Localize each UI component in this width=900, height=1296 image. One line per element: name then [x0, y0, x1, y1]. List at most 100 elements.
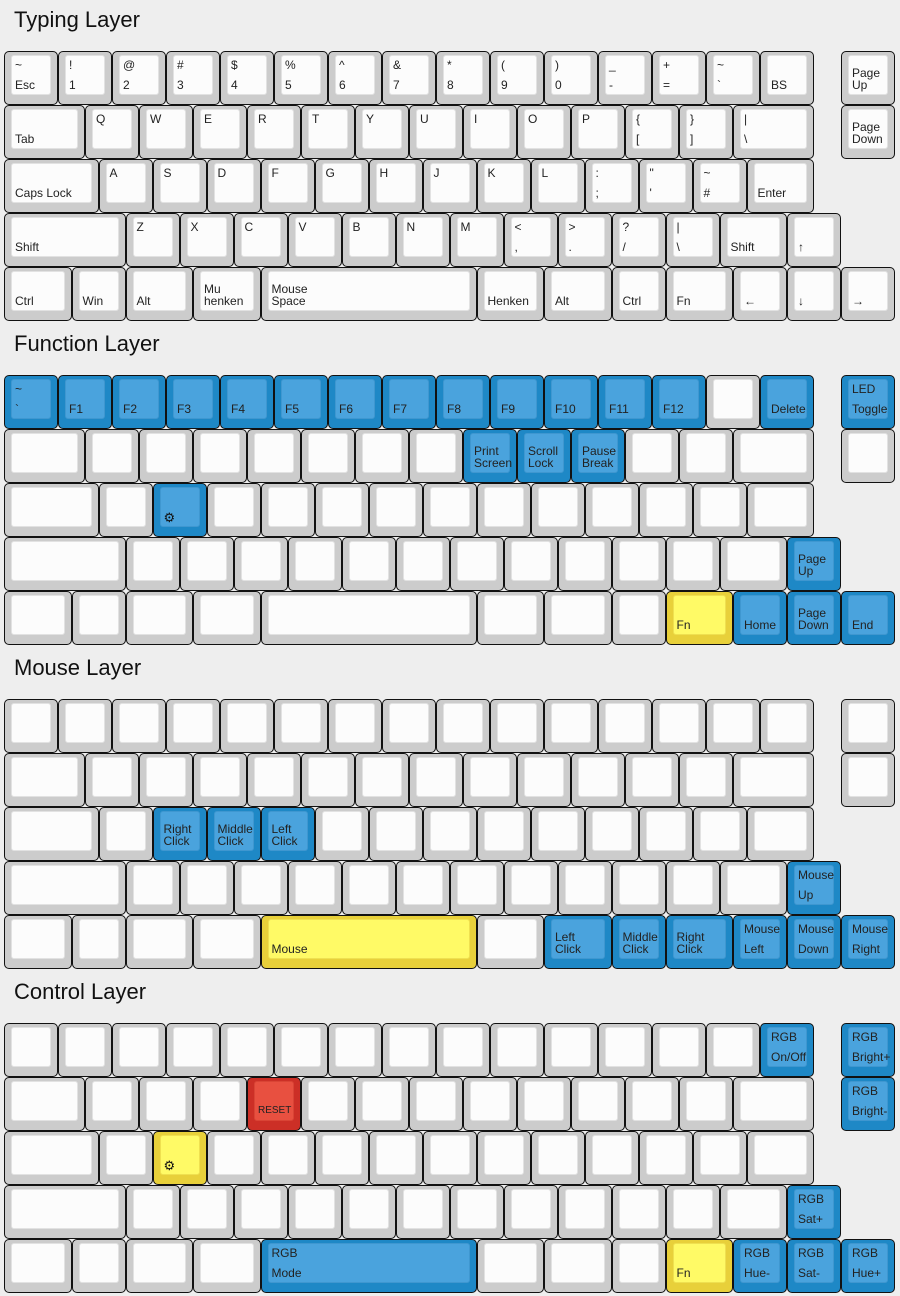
- keycap-top: [11, 433, 78, 473]
- key-legend: Mouse Space: [271, 282, 308, 308]
- key-legend: 7: [393, 78, 400, 92]
- keycap-top: I: [470, 109, 510, 149]
- keycap-top: ⚙: [159, 487, 200, 527]
- keycap-top: O: [524, 109, 564, 149]
- key: Caps Lock: [4, 159, 99, 213]
- gear-icon: ⚙: [163, 510, 176, 525]
- key: Mouse Right: [841, 915, 895, 969]
- key: [220, 699, 274, 753]
- keycap-top: [267, 1135, 308, 1175]
- keycap-top: RGB Sat-: [794, 1243, 834, 1283]
- keycap-top: ~ #: [699, 163, 740, 203]
- key: ←: [733, 267, 787, 321]
- keycap-top: [537, 1135, 578, 1175]
- keycap-top: [443, 1027, 483, 1067]
- keycap-top: (9: [497, 55, 537, 95]
- key: [125, 1239, 193, 1293]
- keycap-top: [713, 379, 753, 419]
- key: >.: [557, 213, 612, 267]
- keycap-top: F8: [443, 379, 483, 419]
- key: ? /: [611, 213, 666, 267]
- key: [476, 915, 544, 969]
- layer-title: Control Layer: [14, 979, 147, 1004]
- keycap-top: BS: [767, 55, 807, 95]
- key: F9: [490, 375, 544, 429]
- key: G: [314, 159, 369, 213]
- key: ~ Esc: [4, 51, 58, 105]
- keycap-top: [659, 703, 699, 743]
- keycap-top: Mouse Down: [794, 919, 834, 959]
- key: [503, 537, 558, 591]
- keycap-top: [510, 541, 551, 581]
- key: [233, 861, 288, 915]
- keycap-top: ⚙: [159, 1135, 200, 1175]
- key: [287, 1185, 342, 1239]
- keycap-top: [375, 487, 416, 527]
- layer-title: Function Layer: [14, 331, 160, 356]
- key: Page Up: [841, 51, 895, 105]
- keycap-top: [429, 811, 470, 851]
- keycap-top: | \: [740, 109, 807, 149]
- keycap-top: RGB Hue-: [740, 1243, 780, 1283]
- key-legend: F9: [501, 402, 516, 416]
- key-top-legend: ?: [622, 220, 630, 234]
- keycap-top: [510, 865, 551, 905]
- keycap-top: S: [159, 163, 200, 203]
- keycap-top: [726, 541, 780, 581]
- key-top-legend: RGB: [271, 1246, 298, 1260]
- key-legend: -: [609, 78, 613, 92]
- keycap-top: [591, 811, 632, 851]
- keycap-top: Page Down: [794, 595, 834, 635]
- key: [233, 537, 288, 591]
- key: [274, 699, 328, 753]
- key-legend: Hue-: [744, 1266, 771, 1280]
- keycap-top: [92, 433, 132, 473]
- keycap-top: [146, 757, 186, 797]
- keycap-top: [402, 865, 443, 905]
- key-legend: Shift: [730, 240, 755, 254]
- keycap-top: [348, 865, 389, 905]
- key-legend: Right Click: [676, 930, 705, 956]
- key-top-legend: (: [501, 58, 505, 72]
- keycap-top: :;: [591, 163, 632, 203]
- gear-icon: ⚙: [163, 1158, 176, 1173]
- key: [449, 537, 504, 591]
- key-top-legend: Mouse: [798, 868, 835, 882]
- keycap-top: [362, 1081, 402, 1121]
- key: [679, 753, 733, 807]
- keycap-top: [105, 1135, 146, 1175]
- keycap-top: [375, 1135, 416, 1175]
- keycap-top: [483, 595, 537, 635]
- key: Y: [355, 105, 409, 159]
- keycap-top: Henken: [483, 271, 537, 311]
- keycap-top: [294, 865, 335, 905]
- key: [490, 1023, 544, 1077]
- key: [476, 807, 531, 861]
- key: " ': [638, 159, 693, 213]
- key-legend: 6: [339, 78, 346, 92]
- key-top-legend: D: [217, 166, 227, 180]
- key-legend: Mouse: [271, 942, 308, 956]
- key: [382, 699, 436, 753]
- keycap-top: Q: [92, 109, 132, 149]
- key: [98, 1131, 153, 1185]
- keycap-top: ↑: [794, 217, 834, 257]
- key: [341, 1185, 396, 1239]
- keycap-top: Shift: [726, 217, 780, 257]
- keycap-top: ↓: [794, 271, 834, 311]
- key-legend: Left Click: [555, 930, 581, 956]
- keycap-top: [11, 1081, 78, 1121]
- keycap-top: F6: [335, 379, 375, 419]
- key: Mouse Left: [733, 915, 787, 969]
- key: [193, 1077, 247, 1131]
- keycap-top: Middle Click: [618, 919, 659, 959]
- keycap-top: [483, 811, 524, 851]
- keycap-top: [848, 757, 888, 797]
- key: [625, 753, 679, 807]
- keycap-top: M: [456, 217, 497, 257]
- key: [409, 1077, 463, 1131]
- keycap-top: [308, 433, 348, 473]
- key-legend: Bright+: [852, 1050, 891, 1064]
- keycap-top: [429, 1135, 470, 1175]
- key-legend: F12: [663, 402, 684, 416]
